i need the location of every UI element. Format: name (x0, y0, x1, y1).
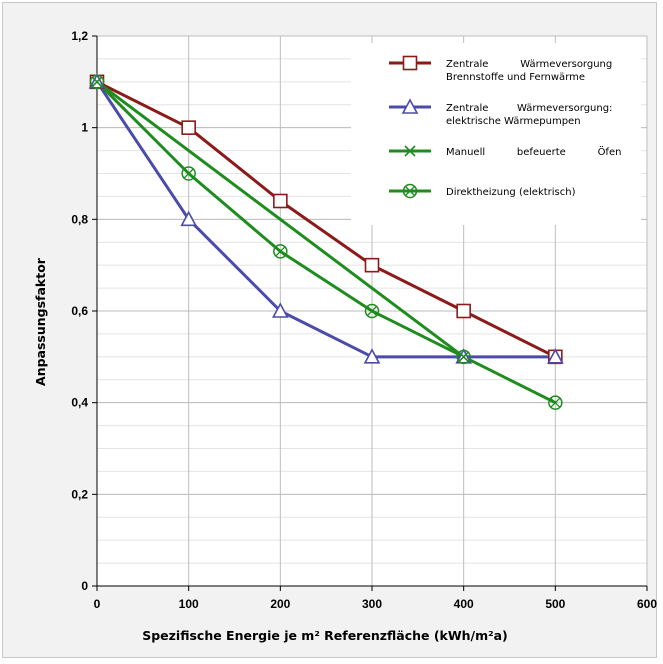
legend-label: Zentrale Wärmeversorgung: (446, 103, 612, 114)
x-tick-label: 0 (94, 597, 101, 611)
legend-swatch-marker (402, 183, 418, 199)
y-tick-label: 0,6 (71, 304, 88, 318)
y-tick-label: 0,8 (71, 212, 88, 226)
series-2-point (180, 210, 198, 227)
y-tick-label: 0,2 (71, 487, 88, 501)
series-line-4 (95, 80, 557, 405)
chart-frame: 0 0,2 0,4 0,6 0,8 1 1,2 0 100 200 300 400 500 600 Zen… (2, 2, 657, 658)
x-tick-label: 400 (454, 597, 474, 611)
series-4-point (273, 244, 288, 259)
legend-label: Brennstoffe und Fernwärme (446, 72, 585, 83)
y-tick-label: 1 (81, 121, 88, 135)
legend-label: Manuell befeuerte Öfen (446, 145, 621, 158)
x-tick-label: 500 (545, 597, 565, 611)
x-tick-label: 300 (362, 597, 382, 611)
legend-swatch-marker (404, 145, 416, 157)
series-1-point (181, 120, 196, 135)
y-tick-label: 0,4 (71, 396, 88, 410)
x-tick-label: 200 (270, 597, 290, 611)
series-1-point (273, 193, 288, 209)
series-line-3 (96, 80, 465, 359)
series-4-point (456, 349, 471, 365)
series-line-2 (95, 81, 556, 359)
y-axis-title: Anpassungsfaktor (33, 257, 48, 386)
x-tick-label: 100 (179, 597, 199, 611)
legend-label: Zentrale Wärmeversorgung (446, 59, 612, 70)
y-tick-label: 0 (81, 579, 88, 593)
line-chart: 0 0,2 0,4 0,6 0,8 1 1,2 0 100 200 300 400 500 600 Zen… (33, 29, 657, 643)
series-line-1 (96, 80, 557, 359)
series-1-point (364, 257, 380, 273)
series-4-point (89, 74, 105, 90)
series-2-point (546, 348, 564, 364)
series-4-point (181, 166, 196, 181)
legend-label: Direktheizung (elektrisch) (446, 187, 576, 198)
x-tick-label: 600 (637, 597, 657, 611)
x-axis-title: Spezifische Energie je m² Referenzfläche… (142, 628, 508, 643)
legend-label: elektrische Wärmepumpen (446, 116, 581, 127)
legend-box (351, 43, 641, 225)
series-4-point (364, 303, 380, 319)
y-tick-label: 1,2 (71, 29, 88, 43)
legend-swatch-marker (401, 98, 419, 114)
series-2-point (271, 302, 289, 318)
series-2-point (363, 348, 381, 364)
series-1-point (456, 303, 471, 319)
series-4-point (548, 395, 563, 410)
legend-swatch-marker (402, 55, 418, 71)
